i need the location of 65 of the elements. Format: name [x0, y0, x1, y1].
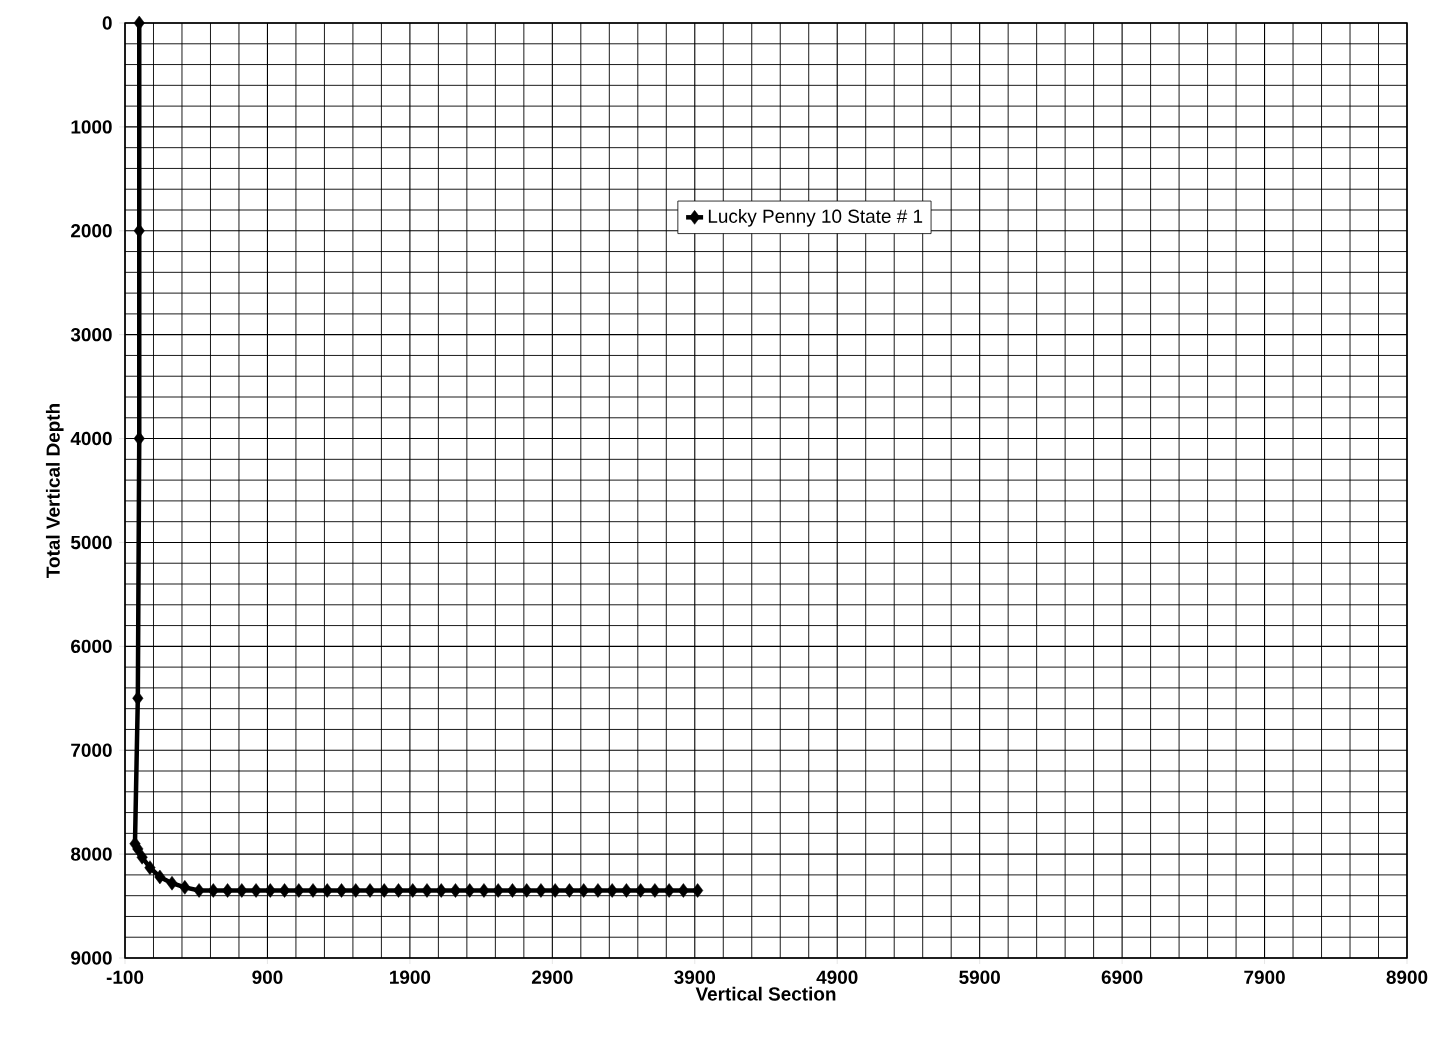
point: [364, 883, 376, 898]
point: [635, 883, 647, 898]
point: [154, 869, 166, 885]
point: [692, 883, 704, 898]
point: [193, 883, 205, 898]
point: [478, 883, 490, 898]
point: [449, 883, 461, 898]
point: [293, 883, 305, 898]
point: [307, 883, 319, 898]
y-tick-label: 4000: [70, 431, 112, 446]
x-tick-label: -100: [106, 970, 144, 984]
point: [663, 883, 675, 898]
point: [133, 431, 145, 446]
x-tick-label: 1900: [390, 970, 431, 984]
point: [677, 883, 689, 898]
point: [264, 883, 276, 898]
point: [578, 883, 590, 898]
point: [350, 883, 362, 898]
point: [166, 875, 178, 891]
point: [521, 883, 533, 898]
point: [464, 883, 476, 898]
point: [144, 860, 156, 875]
x-tick-label: 6900: [1101, 970, 1143, 984]
point: [407, 883, 419, 898]
x-tick-label: 5900: [959, 970, 1000, 984]
point: [179, 880, 191, 895]
point: [592, 883, 604, 898]
y-tick-label: 2000: [71, 224, 112, 238]
point: [563, 883, 575, 898]
point: [378, 883, 390, 898]
y-tick-label: 5000: [70, 535, 112, 550]
x-tick-label: 4900: [816, 970, 858, 984]
point: [506, 883, 518, 898]
point: [421, 883, 433, 898]
point: [336, 883, 348, 898]
point: [250, 883, 262, 898]
y-tick-label: 7000: [71, 743, 112, 757]
point: [606, 883, 618, 898]
point: [321, 883, 333, 898]
x-tick-label: 2900: [531, 970, 573, 984]
y-tick-label: 9000: [71, 951, 112, 965]
x-tick-label: 8900: [1386, 970, 1428, 984]
legend-label: Lucky Penny 10 State # 1: [708, 209, 923, 227]
y-tick-label: 3000: [70, 327, 112, 342]
point: [222, 883, 234, 898]
y-tick-label: 6000: [71, 639, 112, 654]
point: [236, 883, 248, 898]
point: [549, 883, 561, 898]
y-tick-label: 0: [102, 16, 112, 30]
point: [279, 883, 291, 898]
point: [207, 883, 219, 898]
point: [136, 849, 148, 865]
y-tick-label: 8000: [70, 847, 112, 861]
point: [492, 883, 504, 898]
x-tick-label: 7900: [1244, 970, 1285, 984]
y-tick-label: 1000: [71, 120, 112, 134]
y-axis-title: Total Vertical Depth: [45, 404, 64, 578]
x-tick-label: 900: [252, 970, 283, 984]
point: [393, 883, 404, 898]
x-axis-title: Vertical Section: [695, 986, 836, 1001]
point: [435, 883, 447, 898]
point: [620, 883, 632, 898]
point: [649, 883, 661, 898]
x-tick-label: 3900: [674, 970, 716, 984]
point: [535, 883, 547, 898]
